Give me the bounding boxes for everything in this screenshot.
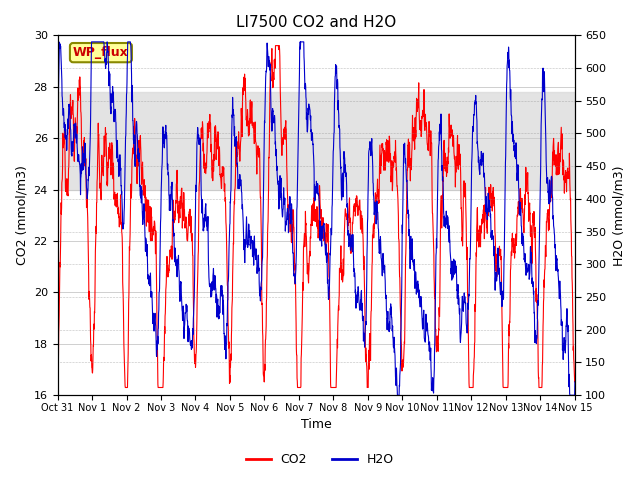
Legend: CO2, H2O: CO2, H2O — [241, 448, 399, 471]
Y-axis label: CO2 (mmol/m3): CO2 (mmol/m3) — [15, 165, 28, 265]
Y-axis label: H2O (mmol/m3): H2O (mmol/m3) — [612, 165, 625, 265]
Bar — [58, 92, 575, 190]
Title: LI7500 CO2 and H2O: LI7500 CO2 and H2O — [236, 15, 396, 30]
Text: WP_flux: WP_flux — [73, 46, 129, 59]
X-axis label: Time: Time — [301, 419, 332, 432]
